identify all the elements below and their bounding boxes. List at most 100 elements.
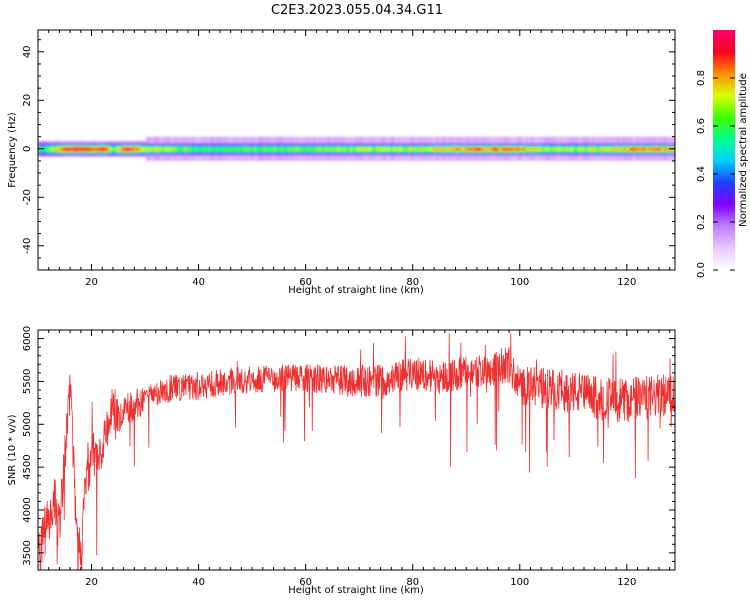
spectrogram-cell (598, 147, 601, 151)
spectrogram-y-axis: -40 -20 0 20 40 (22, 39, 675, 271)
spectrogram-y-tick-label: 40 (22, 45, 33, 58)
spectrogram-cell (126, 147, 129, 152)
spectrogram-cell (484, 147, 487, 151)
spectrogram-cell (508, 147, 511, 151)
spectrogram-cell (244, 147, 247, 151)
spectrogram-cell (360, 147, 363, 151)
spectrogram-cell (286, 147, 289, 151)
spectrogram-cell (186, 147, 189, 151)
spectrogram-cell (396, 147, 399, 151)
spectrogram-cell (480, 147, 483, 151)
spectrogram-cell (556, 147, 559, 151)
spectrogram-cell (352, 147, 355, 151)
spectrogram-cell (278, 147, 281, 151)
spectrogram-cell (618, 147, 621, 151)
spectrogram-cell (452, 147, 455, 151)
spectrogram-cell (70, 147, 73, 152)
spectrogram-cell (384, 147, 387, 151)
spectrogram-cell (210, 147, 213, 151)
spectrogram-cell (390, 147, 393, 151)
spectrogram-cell (302, 147, 305, 151)
spectrogram-cell (496, 147, 499, 151)
spectrogram-cell (290, 147, 293, 151)
spectrogram-cell (456, 147, 459, 151)
colorbar: 0.0 0.2 0.4 0.6 0.8 Normalized spectral ampl… (696, 30, 749, 278)
spectrogram-cell (418, 147, 421, 151)
colorbar-tick-label: 0.4 (696, 166, 707, 182)
spectrogram-cell (422, 147, 425, 151)
spectrogram-cell (204, 147, 207, 151)
spectrogram-cell (144, 147, 147, 152)
spectrogram-cell (408, 147, 411, 151)
spectrogram-cell (510, 147, 513, 151)
spectrogram-cell (534, 147, 537, 151)
spectrogram-cell (262, 147, 265, 151)
spectrogram-cell (464, 147, 467, 151)
spectrogram-cell (354, 147, 357, 151)
spectrogram-cell (612, 147, 615, 151)
spectrogram-cell (148, 147, 151, 151)
spectrogram-cell (414, 147, 417, 151)
spectrogram-cell (542, 147, 545, 151)
spectrogram-cell (652, 147, 655, 151)
spectrogram-cell (394, 147, 397, 151)
spectrogram-cell (192, 147, 195, 151)
spectrogram-cell (410, 147, 413, 151)
spectrogram-cell (328, 147, 331, 151)
spectrogram-cell (630, 147, 633, 151)
spectrogram-cell (356, 147, 359, 151)
spectrogram-cell (322, 147, 325, 151)
spectrogram-cell (310, 147, 313, 151)
spectrogram-cell (524, 147, 527, 151)
spectrogram-cell (312, 147, 315, 151)
spectrogram-cell (370, 147, 373, 151)
spectrogram-cell (268, 147, 271, 151)
spectrogram-cell (366, 147, 369, 151)
spectrogram-cell (76, 147, 79, 152)
spectrogram-cell (520, 147, 523, 151)
spectrogram-cell (604, 147, 607, 151)
spectrogram-cell (152, 147, 155, 151)
spectrogram-cell (478, 147, 481, 151)
spectrogram-cell (78, 147, 81, 152)
spectrogram-cell (190, 147, 193, 151)
spectrogram-cell (60, 147, 63, 152)
spectrogram-cell (412, 147, 415, 151)
spectrogram-x-axis: 20 40 60 80 100 120 (37, 30, 671, 288)
spectrogram-cell (306, 147, 309, 151)
spectrogram-cell (320, 147, 323, 151)
spectrogram-cell (136, 147, 139, 152)
spectrogram-cell (294, 147, 297, 151)
spectrogram-cell (662, 147, 665, 151)
spectrogram-cell (578, 147, 581, 151)
spectrogram-cell (292, 147, 295, 151)
spectrogram-cell (650, 147, 653, 151)
spectrogram-cell (242, 147, 245, 151)
spectrogram-cell (400, 147, 403, 151)
spectrogram-cell (614, 147, 617, 151)
spectrogram-cell (588, 147, 591, 151)
spectrogram-cell (92, 147, 95, 152)
spectrogram-cell (182, 147, 185, 151)
spectrogram-x-tick-label: 20 (85, 277, 98, 288)
spectrogram-cell (66, 147, 69, 152)
spectrogram-cell (254, 147, 257, 151)
spectrogram-cell (228, 147, 231, 151)
spectrogram-cell (226, 147, 229, 151)
spectrogram-cell (538, 147, 541, 151)
spectrogram-cell (438, 147, 441, 151)
spectrogram-band (38, 143, 675, 156)
spectrogram-cell (364, 147, 367, 151)
spectrogram-cell (660, 147, 663, 151)
spectrogram-cell (392, 147, 395, 151)
spectrogram-cell (318, 147, 321, 151)
spectrogram-cell (234, 147, 237, 151)
spectrogram-cell (564, 147, 567, 151)
spectrogram-cell (446, 147, 449, 151)
spectrogram-x-tick-label: 100 (510, 277, 529, 288)
spectrogram-cell (642, 147, 645, 151)
spectrogram-cell (594, 147, 597, 151)
spectrogram-cell (350, 147, 353, 151)
spectrogram-cell (466, 147, 469, 151)
spectrogram-cell (284, 147, 287, 151)
